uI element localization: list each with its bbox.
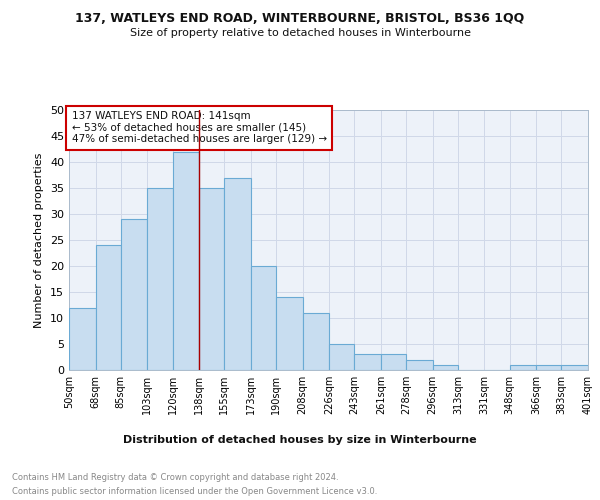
Bar (148, 188, 173, 370)
Bar (173, 152, 199, 370)
Text: 137, WATLEYS END ROAD, WINTERBOURNE, BRISTOL, BS36 1QQ: 137, WATLEYS END ROAD, WINTERBOURNE, BRI… (76, 12, 524, 26)
Bar (199, 188, 224, 370)
Bar (509, 365, 536, 370)
Text: Contains public sector information licensed under the Open Government Licence v3: Contains public sector information licen… (12, 488, 377, 496)
Y-axis label: Number of detached properties: Number of detached properties (34, 152, 44, 328)
Bar (276, 297, 302, 370)
Bar (224, 178, 251, 370)
Bar (562, 365, 588, 370)
Bar (251, 266, 276, 370)
Bar (433, 365, 458, 370)
Bar (406, 360, 433, 370)
Bar (536, 365, 562, 370)
Text: Distribution of detached houses by size in Winterbourne: Distribution of detached houses by size … (123, 435, 477, 445)
Bar (302, 313, 329, 370)
Text: 137 WATLEYS END ROAD: 141sqm
← 53% of detached houses are smaller (145)
47% of s: 137 WATLEYS END ROAD: 141sqm ← 53% of de… (71, 112, 327, 144)
Bar (381, 354, 406, 370)
Bar (355, 354, 381, 370)
Bar (329, 344, 355, 370)
Bar (121, 219, 148, 370)
Bar (95, 245, 121, 370)
Text: Size of property relative to detached houses in Winterbourne: Size of property relative to detached ho… (130, 28, 470, 38)
Text: Contains HM Land Registry data © Crown copyright and database right 2024.: Contains HM Land Registry data © Crown c… (12, 472, 338, 482)
Bar (69, 308, 95, 370)
